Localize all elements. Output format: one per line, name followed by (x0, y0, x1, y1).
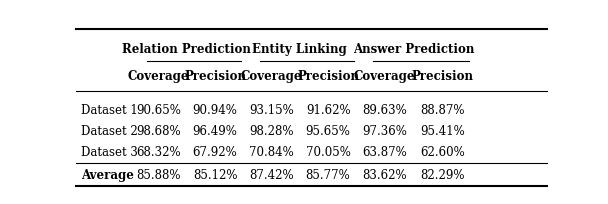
Text: Average: Average (81, 169, 134, 182)
Text: 63.87%: 63.87% (362, 146, 407, 159)
Text: 85.88%: 85.88% (136, 169, 181, 182)
Text: Coverage: Coverage (354, 70, 415, 83)
Text: Relation Prediction: Relation Prediction (122, 43, 251, 56)
Text: 70.05%: 70.05% (306, 146, 351, 159)
Text: 68.32%: 68.32% (136, 146, 181, 159)
Text: 93.15%: 93.15% (249, 104, 294, 117)
Text: 95.65%: 95.65% (306, 125, 351, 138)
Text: 82.29%: 82.29% (420, 169, 465, 182)
Text: Coverage: Coverage (241, 70, 302, 83)
Text: 91.62%: 91.62% (306, 104, 350, 117)
Text: Entity Linking: Entity Linking (252, 43, 347, 56)
Text: 89.63%: 89.63% (362, 104, 407, 117)
Text: 98.68%: 98.68% (136, 125, 181, 138)
Text: Dataset 1: Dataset 1 (81, 104, 137, 117)
Text: 85.77%: 85.77% (306, 169, 350, 182)
Text: Answer Prediction: Answer Prediction (353, 43, 474, 56)
Text: 62.60%: 62.60% (420, 146, 465, 159)
Text: Precision: Precision (184, 70, 246, 83)
Text: 95.41%: 95.41% (420, 125, 465, 138)
Text: 85.12%: 85.12% (193, 169, 237, 182)
Text: 90.94%: 90.94% (193, 104, 238, 117)
Text: 87.42%: 87.42% (249, 169, 294, 182)
Text: 88.87%: 88.87% (420, 104, 465, 117)
Text: 90.65%: 90.65% (136, 104, 181, 117)
Text: 67.92%: 67.92% (193, 146, 237, 159)
Text: 98.28%: 98.28% (249, 125, 294, 138)
Text: 83.62%: 83.62% (362, 169, 407, 182)
Text: Precision: Precision (297, 70, 359, 83)
Text: Coverage: Coverage (128, 70, 189, 83)
Text: 97.36%: 97.36% (362, 125, 407, 138)
Text: 70.84%: 70.84% (249, 146, 294, 159)
Text: Precision: Precision (412, 70, 474, 83)
Text: Dataset 3: Dataset 3 (81, 146, 137, 159)
Text: 96.49%: 96.49% (193, 125, 238, 138)
Text: Dataset 2: Dataset 2 (81, 125, 137, 138)
